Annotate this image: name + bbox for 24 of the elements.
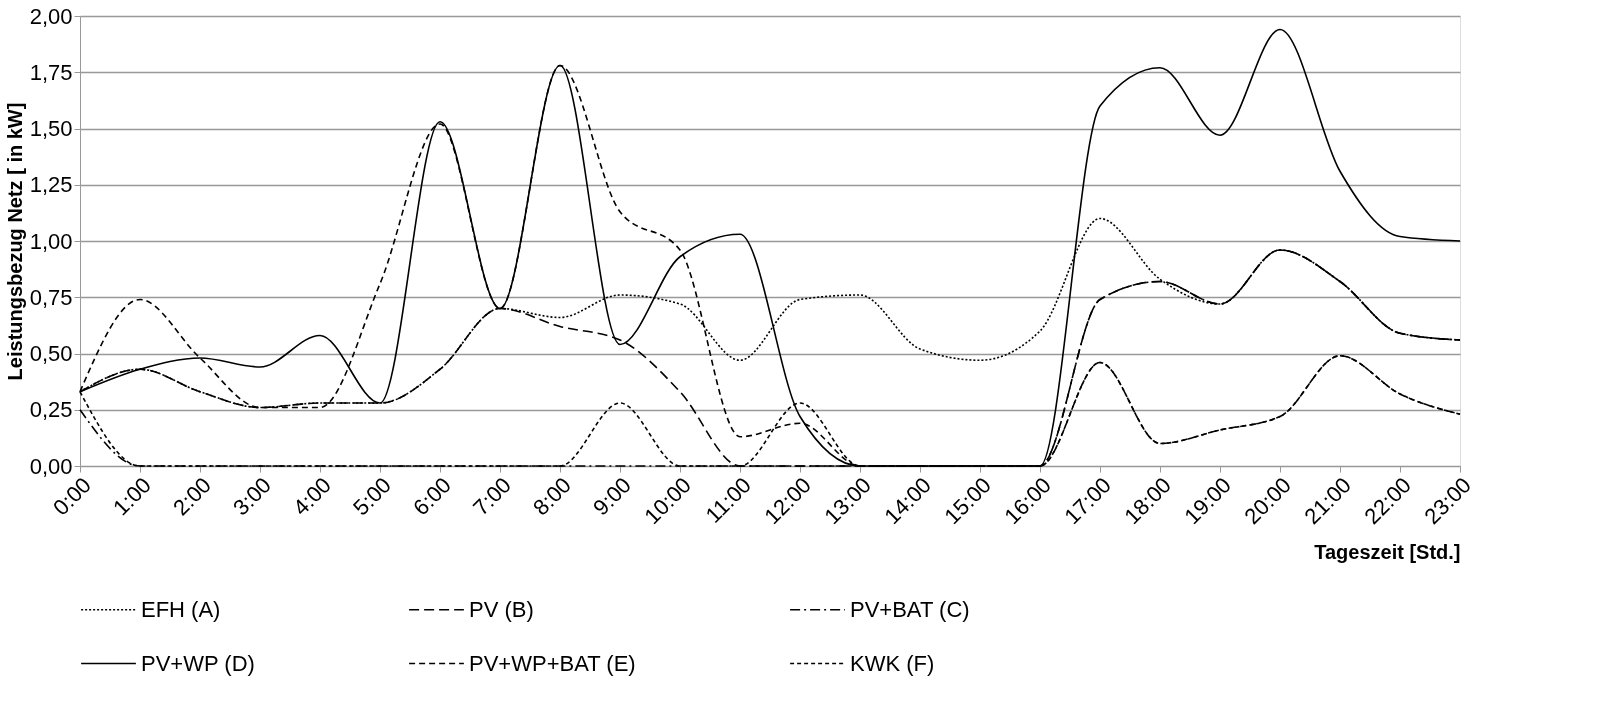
legend-label: KWK (F) — [850, 650, 935, 676]
y-tick-label: 0,50 — [29, 341, 73, 366]
x-tick-label: 7:00 — [468, 472, 517, 521]
y-tick-label: 1,50 — [29, 116, 73, 141]
x-axis-title: Tageszeit [Std.] — [1314, 541, 1461, 564]
legend-label: EFH (A) — [141, 596, 221, 622]
y-tick-label: 0,75 — [29, 284, 73, 310]
x-tick-label: 5:00 — [348, 472, 397, 521]
legend-label: PV+WP+BAT (E) — [469, 650, 636, 676]
legend-label: PV+WP (D) — [141, 650, 255, 676]
y-axis-title: Leistungsbezug Netz [ in kW] — [3, 102, 26, 381]
y-tick-label: 1,00 — [29, 228, 73, 254]
legend-label: PV+BAT (C) — [850, 596, 970, 622]
x-tick-label: 4:00 — [288, 472, 337, 521]
legend-label: PV (B) — [469, 596, 534, 622]
y-tick-label: 1,75 — [29, 59, 73, 85]
x-tick-label: 6:00 — [408, 472, 457, 521]
x-tick-label: 3:00 — [228, 472, 277, 521]
y-tick-label: 2,00 — [29, 3, 73, 29]
x-tick-label: 9:00 — [588, 472, 637, 521]
y-tick-label: 1,25 — [29, 172, 73, 198]
y-tick-label: 0,25 — [29, 397, 73, 423]
y-tick-label: 0,00 — [29, 453, 73, 479]
x-tick-label: 8:00 — [528, 472, 577, 521]
